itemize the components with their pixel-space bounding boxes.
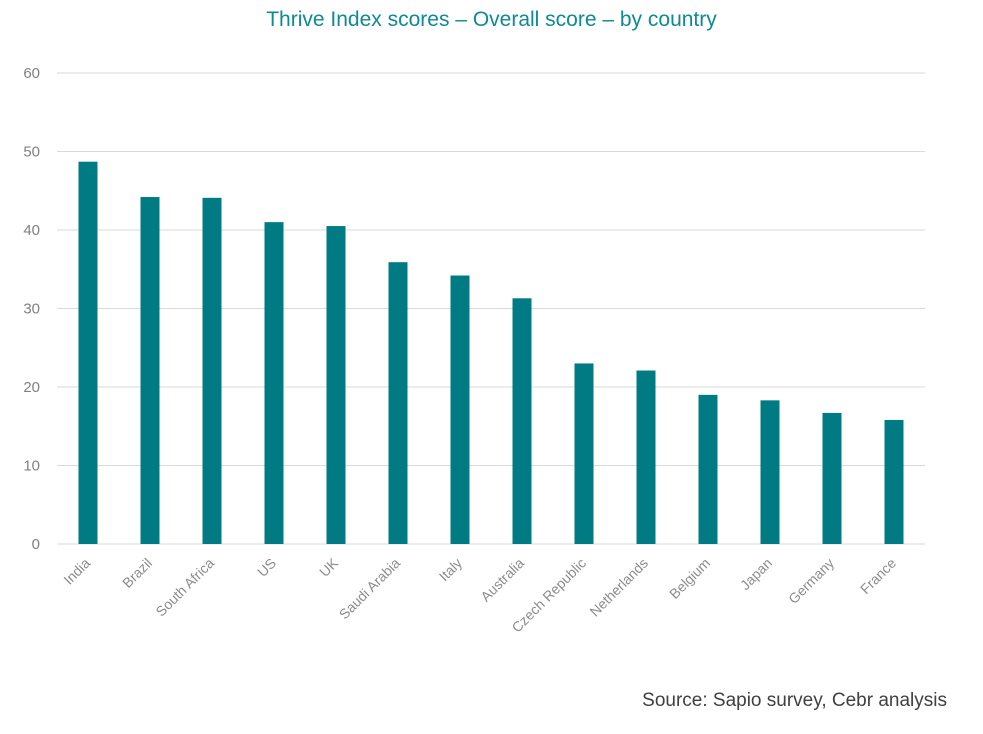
x-category-label: UK [316, 554, 342, 580]
bar-us [264, 222, 284, 544]
y-tick-label: 20 [23, 379, 40, 396]
chart-title: Thrive Index scores – Overall score – by… [266, 8, 717, 31]
bar-italy [450, 275, 470, 544]
x-category-label: Australia [477, 555, 527, 605]
bar-saudi-arabia [388, 262, 408, 544]
bar-france [884, 419, 904, 544]
x-category-label: Saudi Arabia [336, 555, 404, 623]
y-tick-label: 60 [23, 65, 40, 82]
y-axis-ticks: 0 10 20 30 40 50 60 [23, 65, 40, 553]
y-tick-label: 0 [32, 536, 40, 553]
bar-south-africa [202, 197, 222, 544]
bar-brazil [140, 197, 160, 544]
y-tick-label: 50 [23, 144, 40, 161]
x-category-label: South Africa [152, 555, 217, 620]
x-category-label: India [60, 555, 93, 588]
bars [78, 161, 904, 544]
x-category-label: Brazil [119, 555, 155, 591]
y-tick-label: 10 [23, 458, 40, 475]
x-category-label: Italy [436, 555, 465, 584]
bar-netherlands [636, 370, 656, 544]
y-tick-label: 30 [23, 301, 40, 318]
bar-czech-republic [574, 363, 594, 544]
x-category-label: US [254, 555, 279, 580]
source-note: Source: Sapio survey, Cebr analysis [642, 690, 947, 711]
y-tick-label: 40 [23, 222, 40, 239]
x-category-label: Netherlands [586, 555, 651, 620]
bar-uk [326, 226, 346, 544]
bar-india [78, 161, 98, 544]
x-category-label: Germany [785, 555, 837, 607]
bar-germany [822, 412, 842, 544]
x-category-label: France [857, 555, 899, 597]
bar-japan [760, 400, 780, 544]
x-category-label: Japan [737, 555, 775, 593]
x-category-label: Belgium [666, 555, 713, 602]
gridlines [57, 72, 925, 545]
bar-australia [512, 298, 532, 544]
bar-belgium [698, 394, 718, 544]
